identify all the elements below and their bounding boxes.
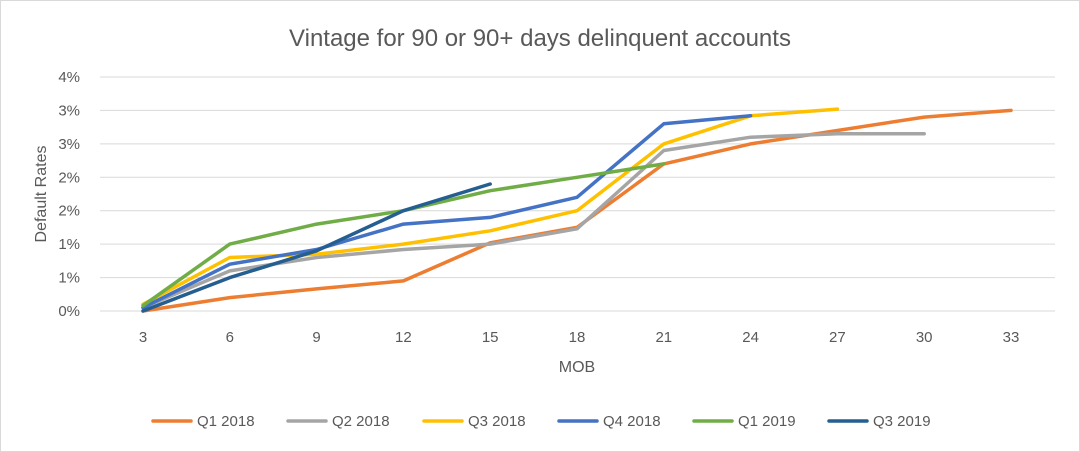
y-tick-label: 3% [58, 136, 80, 153]
legend-label: Q2 2018 [332, 413, 390, 430]
x-axis-ticks: 3 6 9 12 15 18 21 24 27 30 33 [139, 329, 1020, 346]
series-line-q3-2019 [141, 182, 492, 313]
series-line-q3-2018 [141, 107, 840, 307]
y-axis-ticks: 0% 1% 1% 2% 2% 3% 3% 4% [58, 69, 80, 320]
legend-label: Q1 2018 [197, 413, 255, 430]
gridlines [100, 76, 1055, 312]
legend-label: Q4 2018 [603, 413, 661, 430]
chart-title: Vintage for 90 or 90+ days delinquent ac… [289, 25, 791, 52]
y-axis-label: Default Rates [33, 146, 50, 243]
x-tick-label: 24 [742, 329, 759, 346]
legend-label: Q3 2018 [468, 413, 526, 430]
x-tick-label: 12 [395, 329, 412, 346]
y-tick-label: 1% [58, 270, 80, 287]
x-tick-label: 33 [1003, 329, 1020, 346]
legend-label: Q3 2019 [873, 413, 931, 430]
x-tick-label: 21 [655, 329, 672, 346]
x-tick-label: 15 [482, 329, 499, 346]
x-tick-label: 30 [916, 329, 933, 346]
y-tick-label: 1% [58, 236, 80, 253]
legend: Q1 2018 Q2 2018 Q3 2018 Q4 2018 Q1 2019 Q3 20… [151, 413, 931, 430]
series-line-q1-2019 [141, 162, 666, 308]
x-axis-label: MOB [559, 359, 595, 376]
series-line-q4-2018 [141, 114, 753, 310]
y-tick-label: 2% [58, 169, 80, 186]
x-tick-label: 27 [829, 329, 846, 346]
x-tick-label: 18 [569, 329, 586, 346]
x-tick-label: 9 [312, 329, 320, 346]
y-tick-label: 0% [58, 303, 80, 320]
y-tick-label: 2% [58, 203, 80, 220]
x-tick-label: 3 [139, 329, 147, 346]
y-tick-label: 3% [58, 102, 80, 119]
legend-label: Q1 2019 [738, 413, 796, 430]
x-tick-label: 6 [226, 329, 234, 346]
y-tick-label: 4% [58, 69, 80, 86]
series-lines [141, 107, 1013, 313]
